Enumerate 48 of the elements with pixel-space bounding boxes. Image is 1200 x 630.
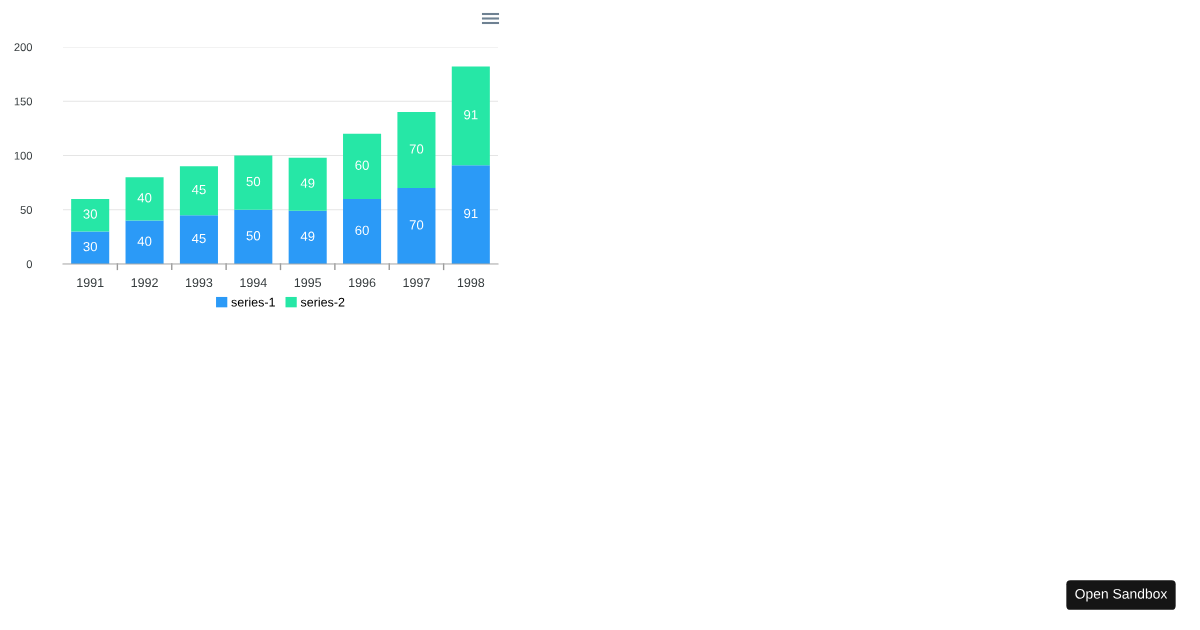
y-tick-label: 50 — [20, 206, 33, 214]
bar — [234, 155, 273, 210]
data-label: 60 — [355, 225, 369, 235]
legend-label: series-2 — [300, 297, 345, 307]
x-tick-label: 1994 — [240, 278, 267, 288]
legend-label: series-1 — [231, 297, 275, 307]
bar — [71, 231, 110, 264]
x-tick-label: 1991 — [77, 278, 104, 288]
x-tick-label: 1995 — [294, 278, 322, 288]
data-label: 40 — [137, 193, 152, 203]
x-tick-label: 1993 — [185, 278, 213, 288]
x-tick-label: 1997 — [403, 278, 430, 288]
data-label: 40 — [137, 236, 152, 246]
data-label: 49 — [300, 231, 315, 241]
data-label: 91 — [464, 208, 478, 219]
data-label: 60 — [355, 160, 369, 170]
y-tick-label: 150 — [14, 97, 33, 106]
data-label: 30 — [83, 241, 98, 252]
bar — [125, 177, 164, 221]
bar — [343, 198, 382, 264]
data-label: 70 — [409, 220, 424, 230]
bar — [451, 165, 490, 264]
bar — [343, 133, 382, 199]
data-label: 49 — [300, 178, 315, 188]
bar — [397, 188, 436, 264]
text: Open Sandbox — [1075, 588, 1168, 602]
x-tick-label: 1996 — [349, 278, 376, 288]
data-label: 30 — [83, 209, 98, 219]
data-label: 45 — [191, 185, 206, 195]
x-tick-label: 1992 — [131, 278, 158, 288]
bar — [125, 220, 164, 264]
bar — [179, 215, 218, 264]
x-tick-label: 1998 — [457, 278, 485, 288]
bar — [234, 209, 273, 264]
bar — [397, 112, 436, 189]
data-label: 50 — [246, 231, 261, 241]
y-tick-label: 100 — [14, 151, 33, 160]
data-label: 70 — [409, 144, 424, 154]
bar — [179, 166, 218, 216]
y-tick-label: 0 — [26, 260, 33, 269]
bar — [71, 198, 110, 232]
data-label: 91 — [464, 110, 478, 120]
data-label: 45 — [191, 233, 206, 244]
bar — [288, 157, 327, 211]
bar — [451, 66, 490, 166]
bar — [288, 210, 327, 264]
data-label: 50 — [246, 176, 261, 187]
y-tick-label: 200 — [14, 43, 33, 52]
